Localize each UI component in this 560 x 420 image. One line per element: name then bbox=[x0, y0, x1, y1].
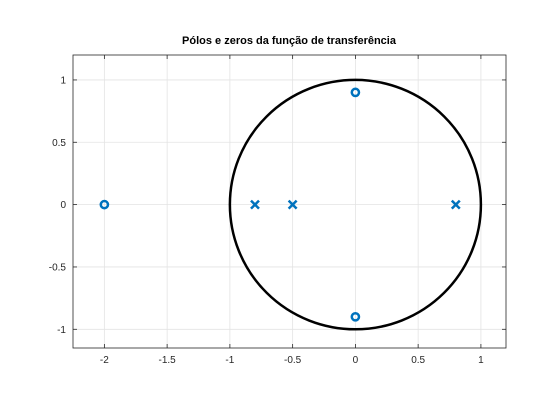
zero-marker bbox=[350, 311, 361, 322]
x-tick-label: -1 bbox=[225, 355, 234, 366]
pole-marker bbox=[287, 199, 298, 210]
x-tick-label: -0.5 bbox=[284, 355, 302, 366]
x-tick-label: 0 bbox=[353, 355, 359, 366]
x-tick-label: 0.5 bbox=[411, 355, 425, 366]
pole-stroke bbox=[287, 199, 298, 210]
x-tick-label: -2 bbox=[100, 355, 109, 366]
unit-circle bbox=[228, 78, 483, 331]
y-tick-label: -1 bbox=[57, 325, 66, 336]
axes-frame bbox=[72, 54, 507, 349]
y-axis-ticks: -1 -0.5 0 0.5 1 bbox=[49, 75, 506, 336]
pole-stroke bbox=[250, 199, 260, 210]
y-tick-label: 0 bbox=[60, 200, 66, 211]
x-axis-ticks: -2 -1.5 -1 -0.5 0 0.5 1 bbox=[100, 55, 484, 366]
zero-marker bbox=[99, 199, 110, 210]
pole-stroke bbox=[450, 199, 461, 210]
y-tick-label: 0.5 bbox=[52, 138, 66, 149]
y-tick-label: -0.5 bbox=[49, 262, 67, 273]
markers-layer bbox=[99, 87, 461, 322]
x-tick-label: 1 bbox=[478, 355, 484, 366]
unit-circle-layer bbox=[228, 78, 483, 331]
y-tick-label: 1 bbox=[60, 75, 66, 86]
axes-box bbox=[72, 54, 507, 349]
chart-title: Pólos e zeros da função de transferência bbox=[182, 35, 397, 47]
zero-marker bbox=[350, 87, 361, 98]
pole-marker bbox=[450, 199, 461, 210]
x-tick-label: -1.5 bbox=[159, 355, 177, 366]
pole-marker bbox=[250, 199, 260, 210]
